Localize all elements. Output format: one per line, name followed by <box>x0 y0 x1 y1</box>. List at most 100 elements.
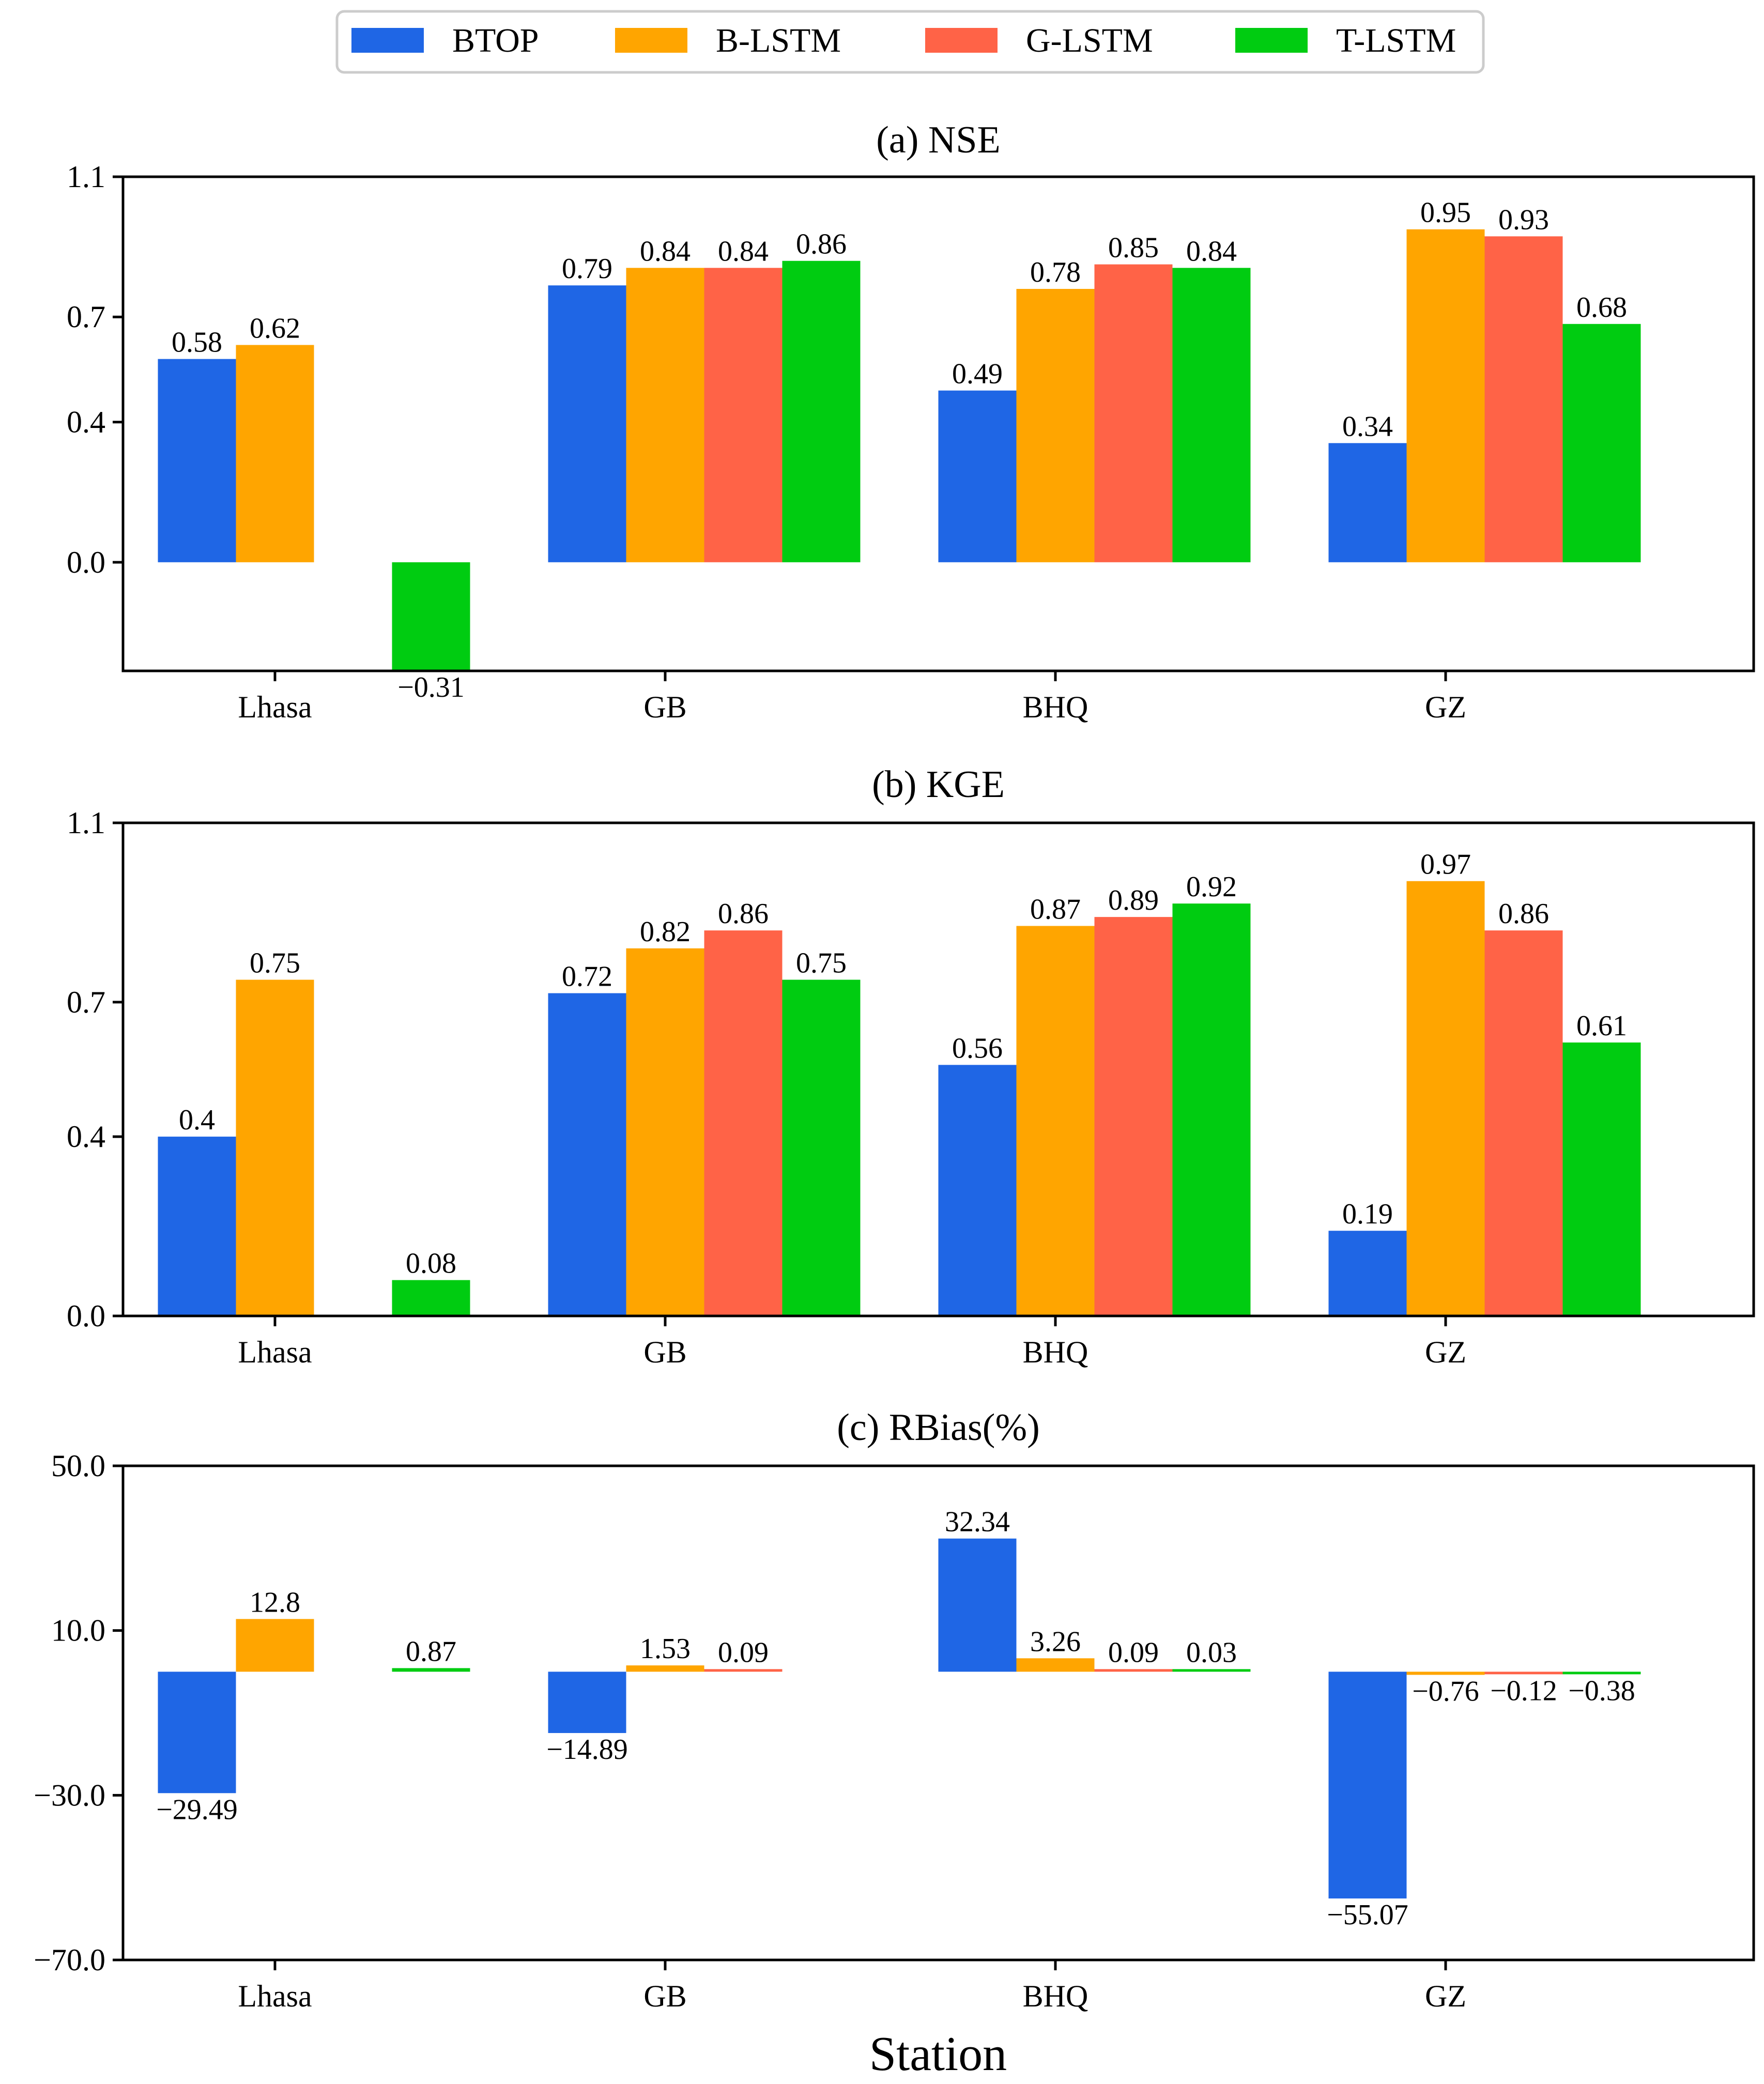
data-label-g-lstm-gb: 0.09 <box>718 1636 769 1668</box>
data-label-g-lstm-gz: −0.12 <box>1490 1675 1557 1707</box>
data-label-g-lstm-gb: 0.86 <box>718 898 769 930</box>
x-tick-label: GZ <box>1425 690 1466 724</box>
data-label-btop-lhasa: −29.49 <box>156 1794 238 1826</box>
bar-b-lstm-gb <box>626 268 704 562</box>
x-tick-label: GB <box>643 690 686 724</box>
data-label-btop-bhq: 32.34 <box>945 1506 1010 1538</box>
bar-b-lstm-bhq <box>1016 926 1095 1316</box>
data-label-b-lstm-lhasa: 0.75 <box>250 947 300 979</box>
data-label-b-lstm-gz: 0.95 <box>1420 197 1471 229</box>
x-tick-label: GB <box>643 1335 686 1369</box>
axes-frame <box>121 175 1755 672</box>
bar-btop-bhq <box>938 390 1017 562</box>
bar-g-lstm-gb <box>704 1669 783 1672</box>
panel-3: (c) RBias(%) −29.49 −14.89 32.34 −55.07 12.8 1… <box>34 1406 1755 2013</box>
bar-btop-gz <box>1328 1672 1407 1899</box>
legend-label-btop: BTOP <box>452 22 539 59</box>
axes-frame <box>121 1464 1755 1962</box>
x-tick-label: GB <box>643 1979 686 2013</box>
x-tick-label: BHQ <box>1023 1335 1088 1369</box>
legend-swatch-g-lstm <box>925 28 998 53</box>
data-label-t-lstm-gb: 0.75 <box>796 947 847 979</box>
chart-panels: (a) NSE 0.58 0.79 0.49 0.34 0.62 0.84 0.78 0.95 0… <box>34 119 1755 2013</box>
bar-t-lstm-bhq <box>1172 268 1251 562</box>
data-label-b-lstm-bhq: 0.87 <box>1030 893 1081 925</box>
bar-btop-gb <box>548 993 626 1316</box>
data-label-btop-lhasa: 0.58 <box>172 327 222 359</box>
data-label-btop-gz: 0.19 <box>1342 1198 1393 1230</box>
bar-g-lstm-gz <box>1484 930 1563 1316</box>
data-label-b-lstm-gb: 0.84 <box>640 235 691 267</box>
data-label-t-lstm-gb: 0.86 <box>796 228 847 260</box>
x-tick-label: Lhasa <box>238 690 312 724</box>
data-label-b-lstm-lhasa: 12.8 <box>250 1586 300 1618</box>
x-tick-label: GZ <box>1425 1335 1466 1369</box>
data-label-t-lstm-lhasa: 0.87 <box>406 1635 456 1667</box>
data-label-btop-bhq: 0.49 <box>952 358 1003 390</box>
bar-t-lstm-bhq <box>1172 903 1251 1316</box>
data-label-btop-gb: 0.72 <box>562 961 612 993</box>
x-tick-label: Lhasa <box>238 1335 312 1369</box>
bar-g-lstm-bhq <box>1094 264 1173 562</box>
axes-frame <box>121 821 1755 1317</box>
legend-frame <box>335 10 1485 74</box>
data-label-t-lstm-gz: −0.38 <box>1568 1675 1635 1707</box>
bar-g-lstm-bhq <box>1094 917 1173 1316</box>
data-label-g-lstm-bhq: 0.85 <box>1108 232 1159 264</box>
bar-btop-gb <box>548 1672 626 1733</box>
bar-t-lstm-bhq <box>1172 1669 1251 1672</box>
bar-b-lstm-gz <box>1406 881 1485 1316</box>
data-label-btop-bhq: 0.56 <box>952 1032 1003 1064</box>
bar-t-lstm-gb <box>782 979 861 1316</box>
data-label-btop-gb: 0.79 <box>562 253 612 285</box>
panel-title: (b) KGE <box>872 763 1005 806</box>
legend-label-b-lstm: B-LSTM <box>716 22 841 59</box>
bar-t-lstm-lhasa <box>392 562 470 671</box>
legend: BTOP B-LSTM G-LSTM T-LSTM <box>335 10 1485 74</box>
bar-g-lstm-bhq <box>1094 1669 1173 1672</box>
x-axis-label: Station <box>869 2027 1007 2081</box>
bar-t-lstm-gb <box>782 260 861 562</box>
bar-b-lstm-bhq <box>1016 288 1095 562</box>
legend-label-t-lstm: T-LSTM <box>1336 22 1456 59</box>
bar-btop-lhasa <box>158 1137 236 1316</box>
data-label-t-lstm-bhq: 0.84 <box>1186 235 1237 267</box>
data-label-t-lstm-bhq: 0.03 <box>1186 1636 1237 1668</box>
bar-g-lstm-gb <box>704 930 783 1316</box>
bar-b-lstm-lhasa <box>236 345 314 562</box>
bar-b-lstm-gb <box>626 948 704 1316</box>
bar-btop-bhq <box>938 1065 1017 1316</box>
x-tick-label: BHQ <box>1023 1979 1088 2013</box>
data-label-g-lstm-bhq: 0.89 <box>1108 884 1159 916</box>
y-tick-label: 0.0 <box>67 1299 105 1333</box>
data-label-btop-lhasa: 0.4 <box>179 1104 215 1136</box>
y-tick-label: 50.0 <box>51 1449 105 1483</box>
panel-2: (b) KGE 0.4 0.72 0.56 0.19 0.75 0.82 0.87 0.97 0.… <box>67 763 1755 1369</box>
data-label-t-lstm-bhq: 0.92 <box>1186 871 1237 903</box>
y-tick-label: 0.7 <box>67 985 105 1019</box>
x-tick-label: BHQ <box>1023 690 1088 724</box>
bar-t-lstm-lhasa <box>392 1668 470 1672</box>
data-label-g-lstm-gb: 0.84 <box>718 235 769 267</box>
bar-btop-gz <box>1328 1231 1407 1316</box>
bar-t-lstm-gz <box>1562 1672 1641 1675</box>
bar-b-lstm-bhq <box>1016 1658 1095 1672</box>
bar-g-lstm-gb <box>704 268 783 562</box>
y-tick-label: −70.0 <box>34 1943 105 1977</box>
bar-t-lstm-gz <box>1562 1042 1641 1316</box>
data-label-g-lstm-gz: 0.93 <box>1498 204 1549 236</box>
legend-swatch-btop <box>351 28 424 53</box>
legend-swatch-b-lstm <box>615 28 687 53</box>
y-tick-label: 1.1 <box>67 806 105 840</box>
data-label-btop-gz: 0.34 <box>1342 410 1393 442</box>
bar-btop-gz <box>1328 443 1407 562</box>
y-tick-label: −30.0 <box>34 1778 105 1812</box>
legend-label-g-lstm: G-LSTM <box>1026 22 1153 59</box>
data-label-b-lstm-gb: 0.82 <box>640 916 691 948</box>
bar-btop-bhq <box>938 1538 1017 1672</box>
panel-title: (a) NSE <box>876 119 1000 161</box>
data-label-g-lstm-gz: 0.86 <box>1498 898 1549 930</box>
bar-btop-lhasa <box>158 359 236 562</box>
y-tick-label: 0.4 <box>67 1120 105 1154</box>
